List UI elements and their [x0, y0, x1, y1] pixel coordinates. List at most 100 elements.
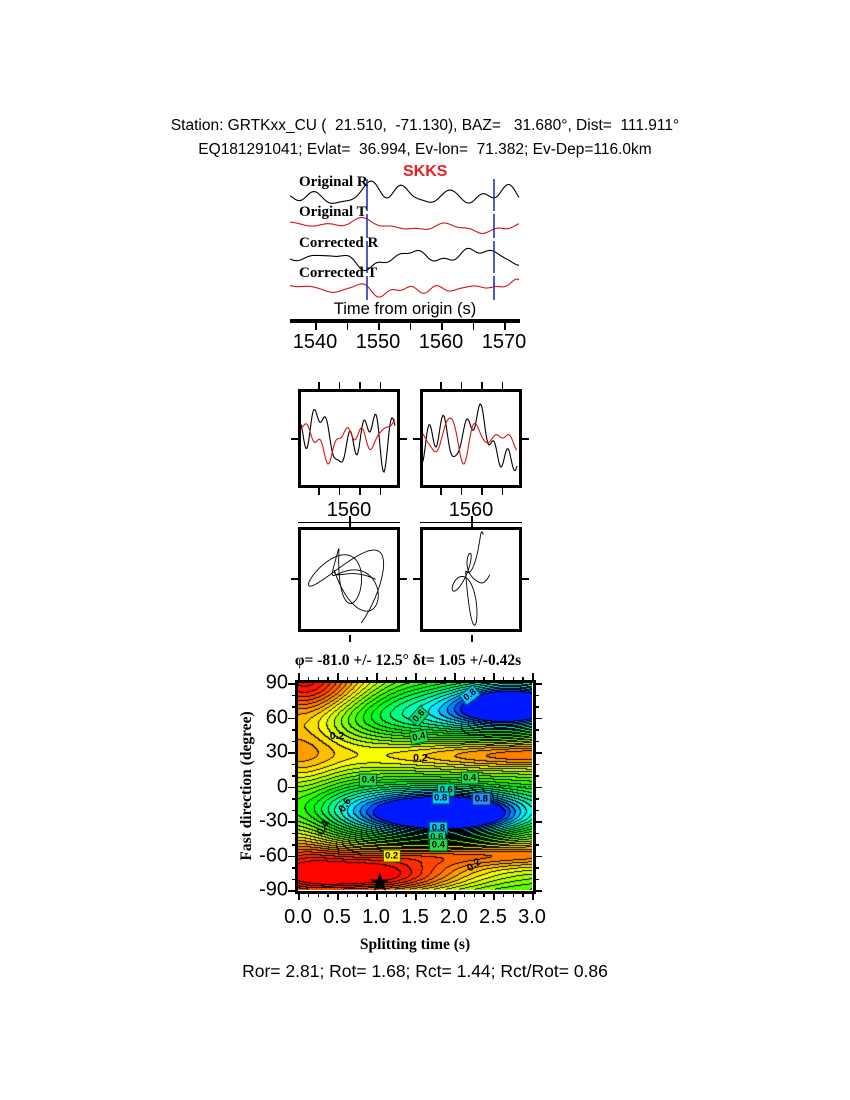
contour-tick-top: [434, 676, 436, 680]
contour-tick-bottom: [454, 893, 456, 900]
contour-ytick-label: -30: [259, 809, 288, 832]
contour-tick-top: [337, 673, 339, 680]
window-tick-bottom: [501, 488, 504, 495]
contour-level-label: 0.2: [382, 849, 401, 862]
phase-label-skks: SKKS: [403, 163, 448, 180]
contour-tick-bottom: [395, 893, 397, 897]
contour-tick-top: [346, 676, 349, 680]
contour-xtick-label: 2.5: [479, 906, 507, 928]
window-corrected-waveforms: [423, 403, 518, 472]
contour-tick-left: [291, 798, 295, 800]
window-tick-bottom: [318, 488, 320, 495]
contour-tick-left: [291, 867, 295, 869]
results-footer: Ror= 2.81; Rot= 1.68; Rct= 1.44; Rct/Rot…: [242, 961, 608, 981]
contour-tick-bottom: [317, 893, 319, 897]
time-axis-line: [290, 319, 520, 323]
contour-tick-bottom: [463, 893, 466, 897]
contour-tick-right: [535, 706, 539, 708]
contour-tick-bottom: [502, 893, 505, 897]
contour-tick-left: [288, 890, 295, 892]
contour-tick-top: [376, 673, 378, 680]
time-axis-tick: [441, 323, 443, 330]
contour-tick-top: [463, 676, 466, 680]
contour-tick-top: [424, 676, 427, 680]
pm-tick-left: [291, 578, 298, 580]
window-original-waveforms: [301, 408, 396, 474]
contour-tick-right: [535, 821, 542, 823]
pm-tick-bottom: [349, 635, 351, 642]
contour-ytick-label: 0: [276, 775, 288, 797]
contour-level-label: 0.2: [413, 751, 428, 764]
contour-tick-right: [535, 832, 539, 834]
contour-tick-right: [535, 844, 539, 846]
contour-tick-right: [535, 729, 539, 731]
station-header-line: Station: GRTKxx_CU ( 21.510, -71.130), B…: [170, 117, 680, 134]
contour-level-label: 0.2: [329, 729, 345, 742]
window-tick-bottom: [440, 488, 442, 495]
trace-label-corrected-r: Corrected R: [299, 235, 379, 251]
contour-tick-bottom: [424, 893, 427, 897]
contour-tick-right: [535, 717, 542, 719]
window-tick-bottom: [481, 488, 483, 495]
window-tick-left: [413, 438, 420, 440]
contour-tick-left: [291, 740, 295, 742]
contour-tick-bottom: [405, 893, 407, 897]
contour-tick-top: [385, 676, 388, 680]
waveform-trace: [290, 278, 520, 298]
contour-xtick-label: 0.0: [284, 906, 312, 928]
contour-tick-left: [291, 878, 295, 880]
time-axis-label: Time from origin (s): [333, 300, 477, 318]
contour-xtick-label: 1.5: [401, 906, 429, 928]
contour-level-label: 0.4: [359, 773, 378, 787]
contour-tick-left: [291, 809, 295, 811]
contour-tick-right: [535, 775, 539, 777]
contour-tick-bottom: [346, 893, 349, 897]
contour-xlabel: Splitting time (s): [359, 936, 471, 953]
contour-tick-right: [535, 855, 542, 857]
contour-tick-bottom: [522, 893, 524, 897]
contour-tick-bottom: [532, 893, 534, 900]
contour-title: φ= -81.0 +/- 12.5° δt= 1.05 +/-0.42s: [294, 652, 522, 669]
contour-tick-top: [483, 676, 485, 680]
contour-tick-top: [522, 676, 524, 680]
contour-tick-left: [291, 844, 295, 846]
contour-tick-right: [535, 694, 539, 696]
contour-tick-right: [535, 809, 539, 811]
time-axis-tick: [346, 323, 349, 330]
waveform-trace: [423, 417, 518, 465]
window-tick-top: [379, 382, 382, 389]
time-axis-tick: [378, 323, 380, 330]
trace-label-original-t: Original T: [299, 204, 367, 220]
contour-tick-right: [535, 763, 539, 765]
contour-xtick-label: 2.0: [440, 906, 468, 928]
time-tick-label: 1540: [292, 331, 338, 353]
waveform-trace: [290, 180, 520, 204]
window-panel-corrected: [420, 389, 522, 488]
contour-tick-right: [535, 878, 539, 880]
contour-tick-left: [291, 763, 295, 765]
contour-tick-top: [366, 676, 368, 680]
contour-tick-top: [307, 676, 310, 680]
contour-tick-top: [444, 676, 446, 680]
contour-tick-bottom: [356, 893, 358, 897]
pm-tick-bottom: [471, 635, 473, 642]
contour-tick-top: [473, 676, 475, 680]
trace-label-corrected-t: Corrected T: [299, 265, 378, 281]
window-tick-bottom: [460, 488, 463, 495]
waveform-trace: [451, 531, 490, 626]
contour-ytick-label: 30: [265, 740, 288, 763]
contour-tick-bottom: [298, 893, 300, 900]
window-tick-left: [291, 438, 298, 440]
contour-tick-top: [317, 676, 319, 680]
contour-tick-top: [493, 673, 495, 680]
contour-level-label: 0.8: [472, 792, 491, 806]
particle-motion-original: [308, 548, 385, 624]
contour-tick-right: [535, 890, 542, 892]
contour-tick-left: [291, 832, 295, 834]
window-tick-right: [400, 438, 407, 440]
window-tick-top: [460, 382, 463, 389]
contour-level-label: 0.8: [431, 791, 450, 805]
contour-tick-bottom: [483, 893, 485, 897]
contour-tick-left: [291, 706, 295, 708]
